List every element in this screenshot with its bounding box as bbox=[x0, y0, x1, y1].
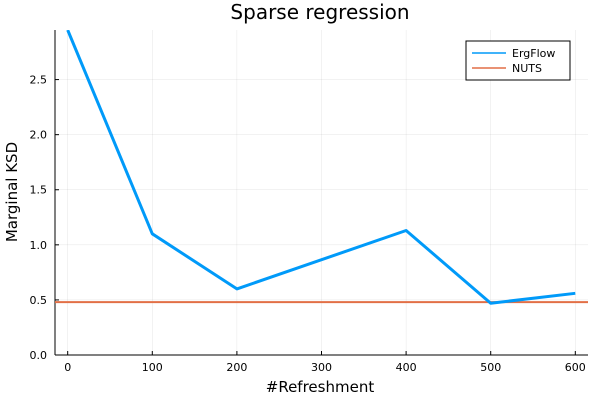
y-tick-label: 1.5 bbox=[30, 184, 48, 197]
y-tick-label: 2.5 bbox=[30, 74, 48, 87]
x-tick-label: 200 bbox=[226, 361, 247, 374]
x-tick-label: 600 bbox=[565, 361, 586, 374]
legend-box bbox=[465, 40, 571, 81]
chart-title: Sparse regression bbox=[230, 0, 409, 24]
y-tick-label: 0.0 bbox=[30, 349, 48, 362]
y-tick-label: 1.0 bbox=[30, 239, 48, 252]
series-layer bbox=[55, 30, 588, 305]
x-tick-label: 400 bbox=[396, 361, 417, 374]
legend-label: NUTS bbox=[512, 62, 542, 75]
x-tick-label: 300 bbox=[311, 361, 332, 374]
x-tick-label: 500 bbox=[480, 361, 501, 374]
x-tick-label: 100 bbox=[142, 361, 163, 374]
y-tick-label: 0.5 bbox=[30, 294, 48, 307]
y-axis-title: Marginal KSD bbox=[3, 142, 21, 242]
legend: ErgFlow NUTS bbox=[465, 40, 571, 81]
y-tick-label: 2.0 bbox=[30, 129, 48, 142]
axes: 0 100 200 300 400 500 600 0.0 0.5 1.0 1.5 2.0 2.5 bbox=[30, 30, 588, 374]
series-line-ergflow bbox=[66, 30, 576, 305]
legend-label: ErgFlow bbox=[512, 47, 555, 60]
x-axis-title: #Refreshment bbox=[266, 378, 375, 396]
x-tick-label: 0 bbox=[64, 361, 71, 374]
